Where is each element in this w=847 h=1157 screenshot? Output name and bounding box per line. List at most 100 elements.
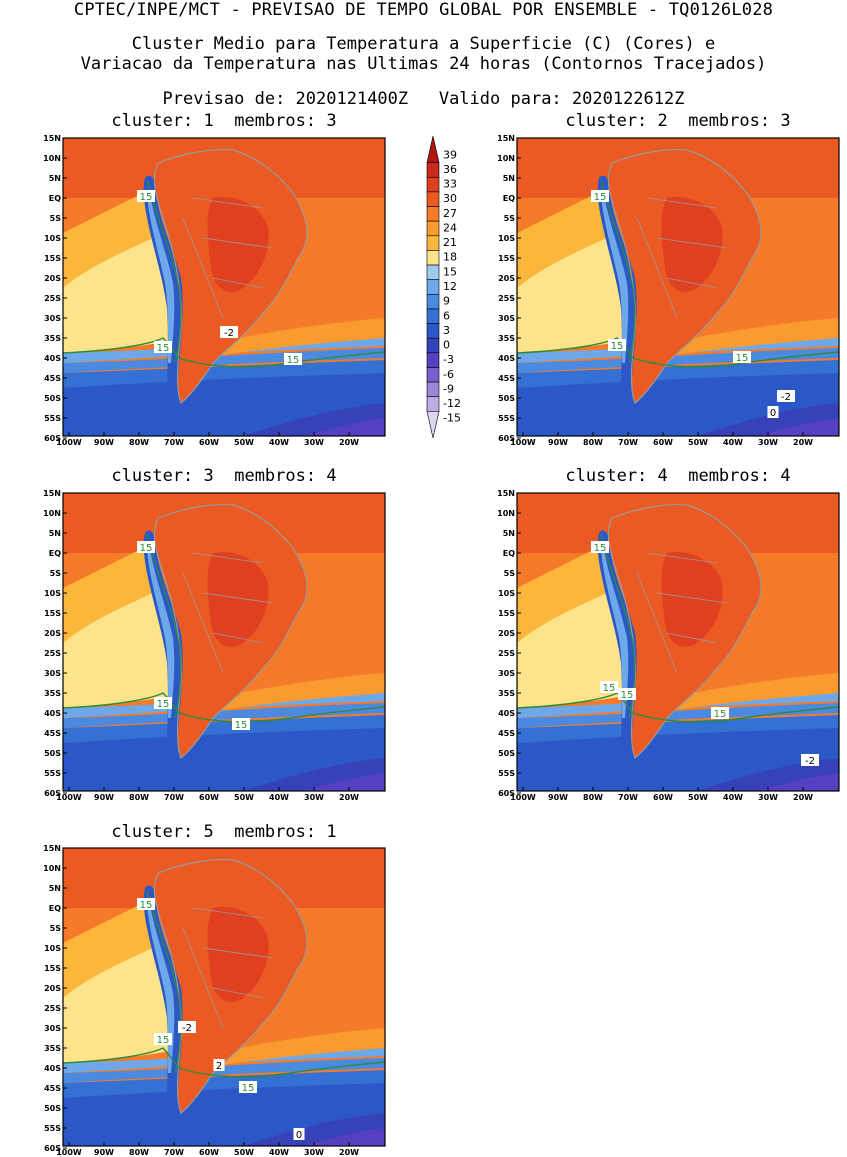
lat-label: 25S (498, 294, 515, 303)
contour-label: 15 (235, 720, 248, 731)
lat-label: 10N (43, 864, 61, 873)
colorbar-label: 39 (443, 148, 457, 161)
colorbar-label: 21 (443, 236, 457, 249)
lat-label: 50S (498, 394, 515, 403)
lat-label: 15N (497, 134, 515, 143)
lon-label: 60W (199, 793, 219, 802)
lon-label: 50W (234, 438, 254, 447)
colorbar-label: 30 (443, 192, 457, 205)
colorbar-swatch (426, 176, 440, 193)
contour-label: -2 (224, 328, 234, 339)
lat-label: 50S (498, 749, 515, 758)
contour-label: 2 (216, 1061, 222, 1072)
map-frame (62, 492, 386, 792)
lon-label: 60W (653, 793, 673, 802)
lat-label: 55S (498, 414, 515, 423)
lat-label: 10S (498, 234, 515, 243)
colorbar-swatch (426, 191, 440, 207)
colorbar-label: -15 (443, 412, 461, 425)
lat-label: 30S (498, 314, 515, 323)
lat-label: 35S (44, 1044, 61, 1053)
map-svg: 15 15 15 15N 10N 5N EQ 5S 10S 15S 20S 25S 30S 35S 40S 4… (43, 489, 386, 802)
colorbar-label: 12 (443, 280, 457, 293)
map-frame (62, 137, 386, 437)
lat-label: 5S (50, 214, 62, 223)
colorbar-swatch (426, 206, 440, 222)
panel-title-5: cluster: 5 membros: 1 (111, 822, 337, 842)
map-frame (62, 847, 386, 1147)
lon-label: 90W (548, 438, 568, 447)
colorbar-label: -12 (443, 397, 461, 410)
lon-label: 60W (199, 438, 219, 447)
lat-label: 15N (497, 489, 515, 498)
lat-label: 40S (44, 354, 61, 363)
lon-label: 90W (94, 438, 114, 447)
lat-label: 25S (44, 649, 61, 658)
lat-label: 20S (498, 629, 515, 638)
lat-label: 60S (44, 434, 61, 443)
contour-label: 15 (594, 543, 607, 554)
lat-label: 20S (44, 629, 61, 638)
lat-label: 10N (497, 509, 515, 518)
lat-label: 20S (44, 274, 61, 283)
lat-label: 55S (44, 414, 61, 423)
lat-label: EQ (49, 904, 61, 913)
lon-label: 20W (793, 438, 813, 447)
lon-label: 30W (304, 1148, 324, 1157)
lat-label: 15S (498, 609, 515, 618)
map-panel-3: 15 15 15 15N 10N 5N EQ 5S 10S 15S 20S 25S 30S 35S 40S 4… (43, 489, 386, 802)
header-line-4: Previsao de: 2020121400Z Valido para: 20… (162, 89, 685, 109)
contour-label: 15 (140, 543, 153, 554)
lon-label: 70W (164, 438, 184, 447)
lat-label: 15S (44, 609, 61, 618)
lon-label: 70W (164, 1148, 184, 1157)
colorbar-swatch (426, 294, 440, 310)
colorbar-swatch (426, 352, 440, 368)
panel-title-3: cluster: 3 membros: 4 (111, 466, 337, 486)
contour-label: 15 (594, 192, 607, 203)
lat-label: 45S (498, 374, 515, 383)
colorbar-swatch (426, 411, 440, 439)
lat-label: 30S (44, 314, 61, 323)
colorbar-swatch (426, 337, 440, 354)
lat-label: 55S (498, 769, 515, 778)
colorbar-swatch (426, 235, 440, 251)
lat-label: 5N (503, 529, 515, 538)
map-panel-2: 15 15 15 -2 0 15N 10N 5N EQ 5S 10S 15S 20S 25S 30S 35S 4… (497, 134, 840, 447)
lat-label: 40S (44, 1064, 61, 1073)
colorbar-label: 9 (443, 295, 450, 308)
lat-label: 45S (44, 374, 61, 383)
contour-label: 15 (140, 192, 153, 203)
lat-label: 5S (504, 569, 516, 578)
header-line-3: Variacao da Temperatura nas Ultimas 24 h… (80, 54, 767, 74)
panel-title-2: cluster: 2 membros: 3 (565, 111, 791, 131)
lon-label: 20W (793, 793, 813, 802)
lat-label: 15N (43, 134, 61, 143)
lat-label: 30S (498, 669, 515, 678)
colorbar-swatch (426, 135, 440, 163)
lat-label: 60S (498, 434, 515, 443)
colorbar-label: 33 (443, 178, 457, 191)
lon-label: 70W (164, 793, 184, 802)
lat-label: 5S (50, 569, 62, 578)
contour-label: 0 (296, 1130, 302, 1141)
lon-label: 40W (269, 1148, 289, 1157)
lat-label: 15S (44, 254, 61, 263)
colorbar-label: -9 (443, 382, 454, 395)
lon-label: 80W (129, 1148, 149, 1157)
lat-label: 50S (44, 394, 61, 403)
map-panel-5: 15 15 15 -2 2 0 15N 10N 5N EQ 5S 10S 15S 20S 25S 30S 35S… (43, 844, 386, 1157)
lat-label: 40S (498, 354, 515, 363)
lat-label: 15N (43, 844, 61, 853)
contour-label: -2 (805, 756, 815, 767)
colorbar-swatch (426, 367, 440, 383)
lat-label: 35S (44, 334, 61, 343)
lat-label: 20S (44, 984, 61, 993)
contour-label: 15 (140, 900, 153, 911)
lat-label: 35S (498, 689, 515, 698)
colorbar-swatch (426, 162, 440, 178)
map-svg: 15 15 15 15 -2 15N 10N 5N EQ 5S 10S 15S 20S 25S 30S 35S… (497, 489, 840, 802)
contour-label: -2 (182, 1023, 192, 1034)
lat-label: 45S (498, 729, 515, 738)
lat-label: 15N (43, 489, 61, 498)
